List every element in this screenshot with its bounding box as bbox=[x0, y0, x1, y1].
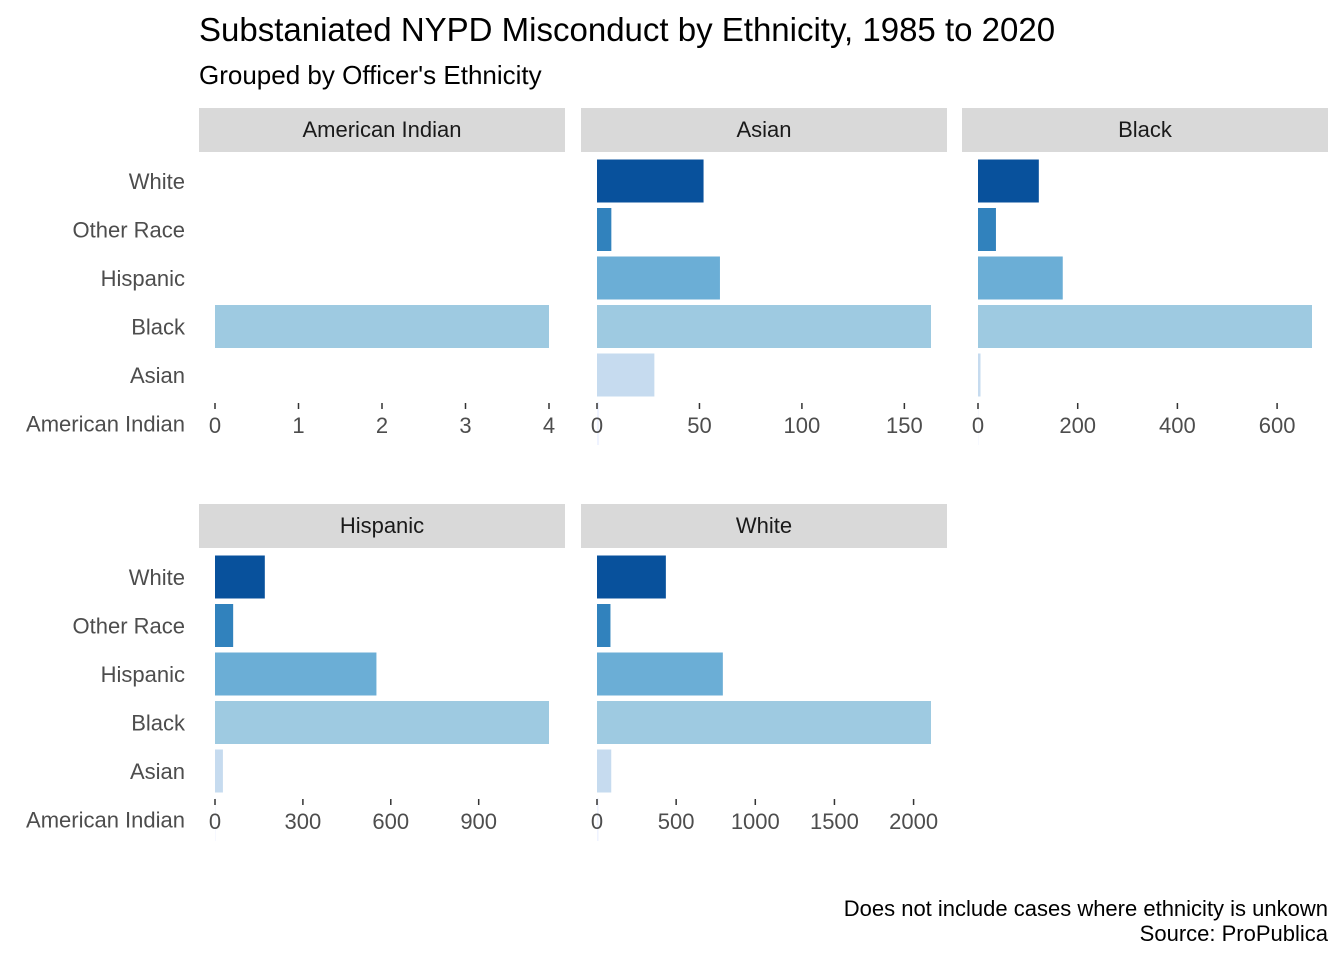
category-label-hispanic: Hispanic bbox=[101, 266, 185, 291]
x-tick-label-black-400: 400 bbox=[1159, 413, 1196, 438]
caption-note: Does not include cases where ethnicity i… bbox=[844, 896, 1328, 921]
facet-strip-american-indian bbox=[199, 108, 565, 152]
bar-white-white bbox=[597, 555, 666, 599]
category-label-white: White bbox=[129, 169, 185, 194]
facet-strip-asian bbox=[581, 108, 947, 152]
caption-source: Source: ProPublica bbox=[1140, 921, 1329, 946]
bar-asian-asian bbox=[597, 353, 655, 397]
category-label-american-indian: American Indian bbox=[26, 412, 185, 437]
category-label-black: Black bbox=[131, 711, 186, 736]
bar-black-white bbox=[978, 159, 1039, 203]
x-tick-label-american-indian-0: 0 bbox=[209, 413, 221, 438]
category-label-asian: Asian bbox=[130, 363, 185, 388]
bar-black-other-race bbox=[978, 208, 996, 251]
facet-panels: American Indian White Other Race Hispanic Bl… bbox=[26, 108, 1328, 841]
x-tick-label-asian-0: 0 bbox=[591, 413, 603, 438]
x-tick-label-black-600: 600 bbox=[1259, 413, 1296, 438]
x-tick-label-white-2000: 2000 bbox=[889, 809, 938, 834]
facet-asian: Asian 0 50 100 150 bbox=[581, 108, 947, 445]
bar-black-black bbox=[978, 305, 1312, 348]
bar-asian-other-race bbox=[597, 208, 612, 251]
category-label-hispanic: Hispanic bbox=[101, 662, 185, 687]
bar-hispanic-american-indian bbox=[215, 798, 216, 841]
bar-asian-american-indian bbox=[597, 402, 600, 445]
x-tick-label-hispanic-600: 600 bbox=[372, 809, 409, 834]
x-tick-label-hispanic-300: 300 bbox=[285, 809, 322, 834]
x-tick-label-american-indian-2: 2 bbox=[376, 413, 388, 438]
x-tick-label-black-0: 0 bbox=[972, 413, 984, 438]
category-label-american-indian: American Indian bbox=[26, 808, 185, 833]
bar-asian-white bbox=[597, 159, 704, 203]
bar-hispanic-asian bbox=[215, 749, 223, 793]
bar-black-asian bbox=[978, 353, 981, 397]
x-tick-label-asian-100: 100 bbox=[784, 413, 821, 438]
x-tick-label-american-indian-1: 1 bbox=[292, 413, 304, 438]
facet-strip-label-white: White bbox=[736, 513, 792, 538]
facet-strip-label-hispanic: Hispanic bbox=[340, 513, 424, 538]
x-tick-label-white-1000: 1000 bbox=[731, 809, 780, 834]
x-tick-label-black-200: 200 bbox=[1059, 413, 1096, 438]
facet-strip-label-asian: Asian bbox=[736, 117, 791, 142]
category-label-other-race: Other Race bbox=[73, 218, 186, 243]
x-tick-label-american-indian-3: 3 bbox=[459, 413, 471, 438]
bar-hispanic-hispanic bbox=[215, 652, 377, 696]
x-tick-label-white-500: 500 bbox=[658, 809, 695, 834]
category-label-asian: Asian bbox=[130, 759, 185, 784]
facet-american-indian: American Indian White Other Race Hispanic Bl… bbox=[26, 108, 565, 438]
bar-white-hispanic bbox=[597, 652, 723, 696]
chart-title: Substaniated NYPD Misconduct by Ethnicit… bbox=[199, 11, 1055, 48]
category-label-black: Black bbox=[131, 315, 186, 340]
x-tick-label-white-1500: 1500 bbox=[810, 809, 859, 834]
facet-strip-label-black: Black bbox=[1118, 117, 1173, 142]
x-tick-label-hispanic-900: 900 bbox=[460, 809, 497, 834]
x-tick-label-asian-150: 150 bbox=[886, 413, 923, 438]
facet-strip-hispanic bbox=[199, 504, 565, 548]
bar-black-hispanic bbox=[978, 256, 1063, 300]
category-label-white: White bbox=[129, 565, 185, 590]
chart-subtitle: Grouped by Officer's Ethnicity bbox=[199, 60, 542, 90]
bar-asian-black bbox=[597, 305, 931, 348]
bar-asian-hispanic bbox=[597, 256, 720, 300]
facet-strip-white bbox=[581, 504, 947, 548]
x-tick-label-asian-50: 50 bbox=[687, 413, 711, 438]
x-tick-label-hispanic-0: 0 bbox=[209, 809, 221, 834]
category-label-other-race: Other Race bbox=[73, 614, 186, 639]
bar-white-american-indian bbox=[597, 798, 599, 841]
bar-american-indian-black bbox=[215, 305, 549, 348]
bar-white-other-race bbox=[597, 604, 611, 647]
facet-strip-label-american-indian: American Indian bbox=[303, 117, 462, 142]
x-tick-label-american-indian-4: 4 bbox=[543, 413, 555, 438]
facet-strip-black bbox=[962, 108, 1328, 152]
facet-hispanic: Hispanic White Other Race Hispanic Black Asia… bbox=[26, 504, 565, 841]
bar-white-asian bbox=[597, 749, 612, 793]
bar-hispanic-white bbox=[215, 555, 265, 599]
facet-white: White 0 500 1000 1500 2000 bbox=[581, 504, 947, 841]
bar-hispanic-black bbox=[215, 701, 549, 744]
facet-black: Black 0 200 400 600 bbox=[962, 108, 1328, 445]
x-tick-label-white-0: 0 bbox=[591, 809, 603, 834]
bar-white-black bbox=[597, 701, 931, 744]
bar-hispanic-other-race bbox=[215, 604, 234, 647]
